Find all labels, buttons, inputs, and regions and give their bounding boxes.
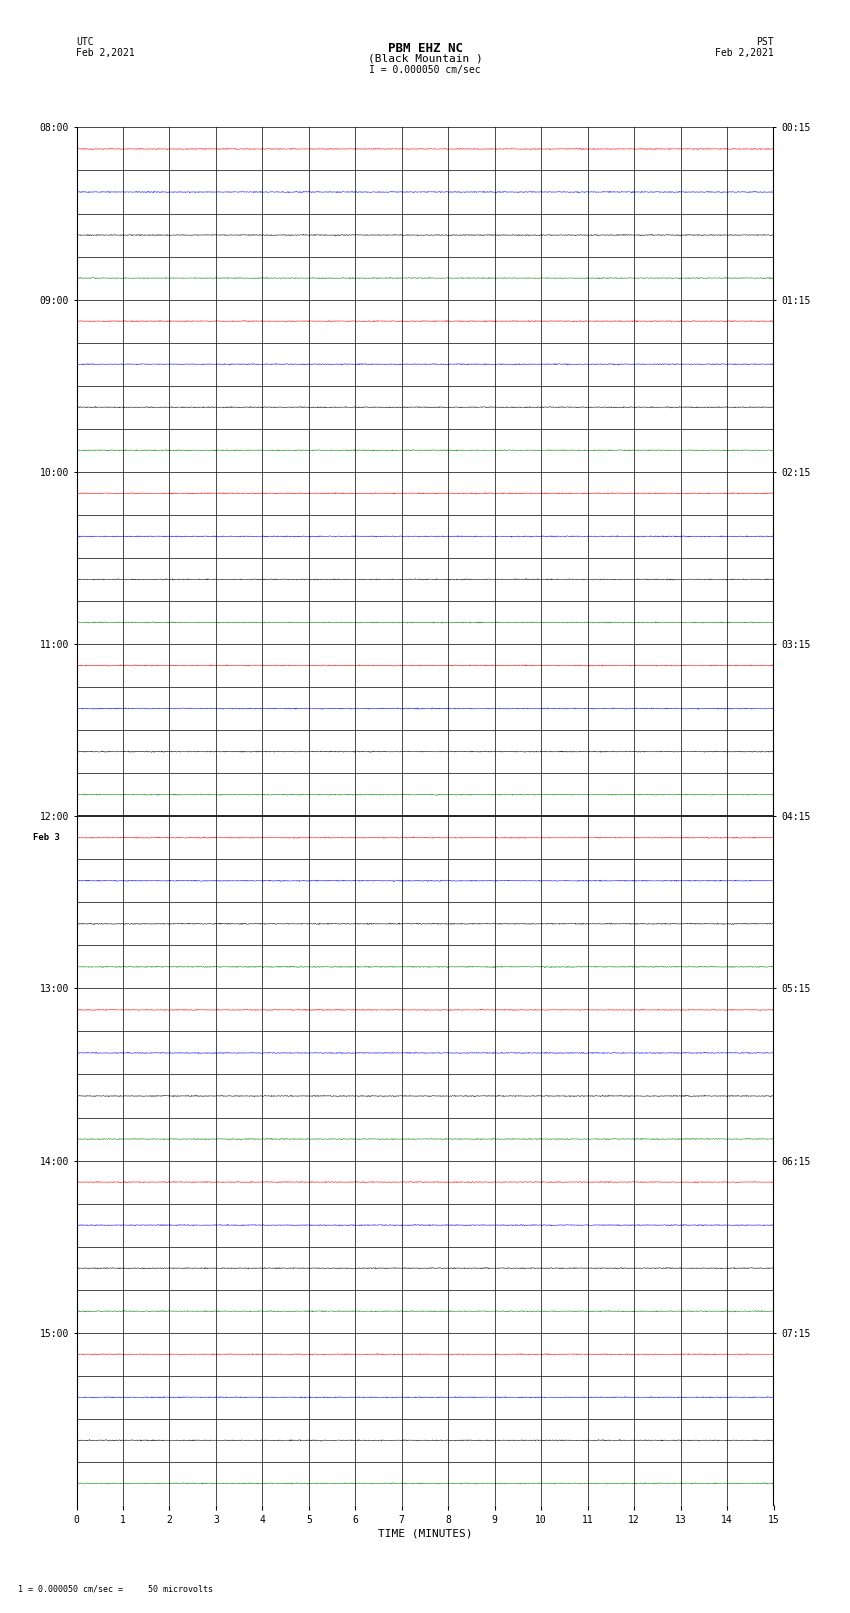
- Text: 1 = 0.000050 cm/sec =     50 microvolts: 1 = 0.000050 cm/sec = 50 microvolts: [8, 1584, 213, 1594]
- X-axis label: TIME (MINUTES): TIME (MINUTES): [377, 1529, 473, 1539]
- Text: PST: PST: [756, 37, 774, 47]
- Text: Feb 2,2021: Feb 2,2021: [715, 48, 774, 58]
- Text: PBM EHZ NC: PBM EHZ NC: [388, 42, 462, 55]
- Text: Feb 2,2021: Feb 2,2021: [76, 48, 135, 58]
- Text: Feb 3: Feb 3: [33, 834, 60, 842]
- Text: UTC: UTC: [76, 37, 94, 47]
- Text: I = 0.000050 cm/sec: I = 0.000050 cm/sec: [369, 65, 481, 74]
- Text: (Black Mountain ): (Black Mountain ): [367, 53, 483, 63]
